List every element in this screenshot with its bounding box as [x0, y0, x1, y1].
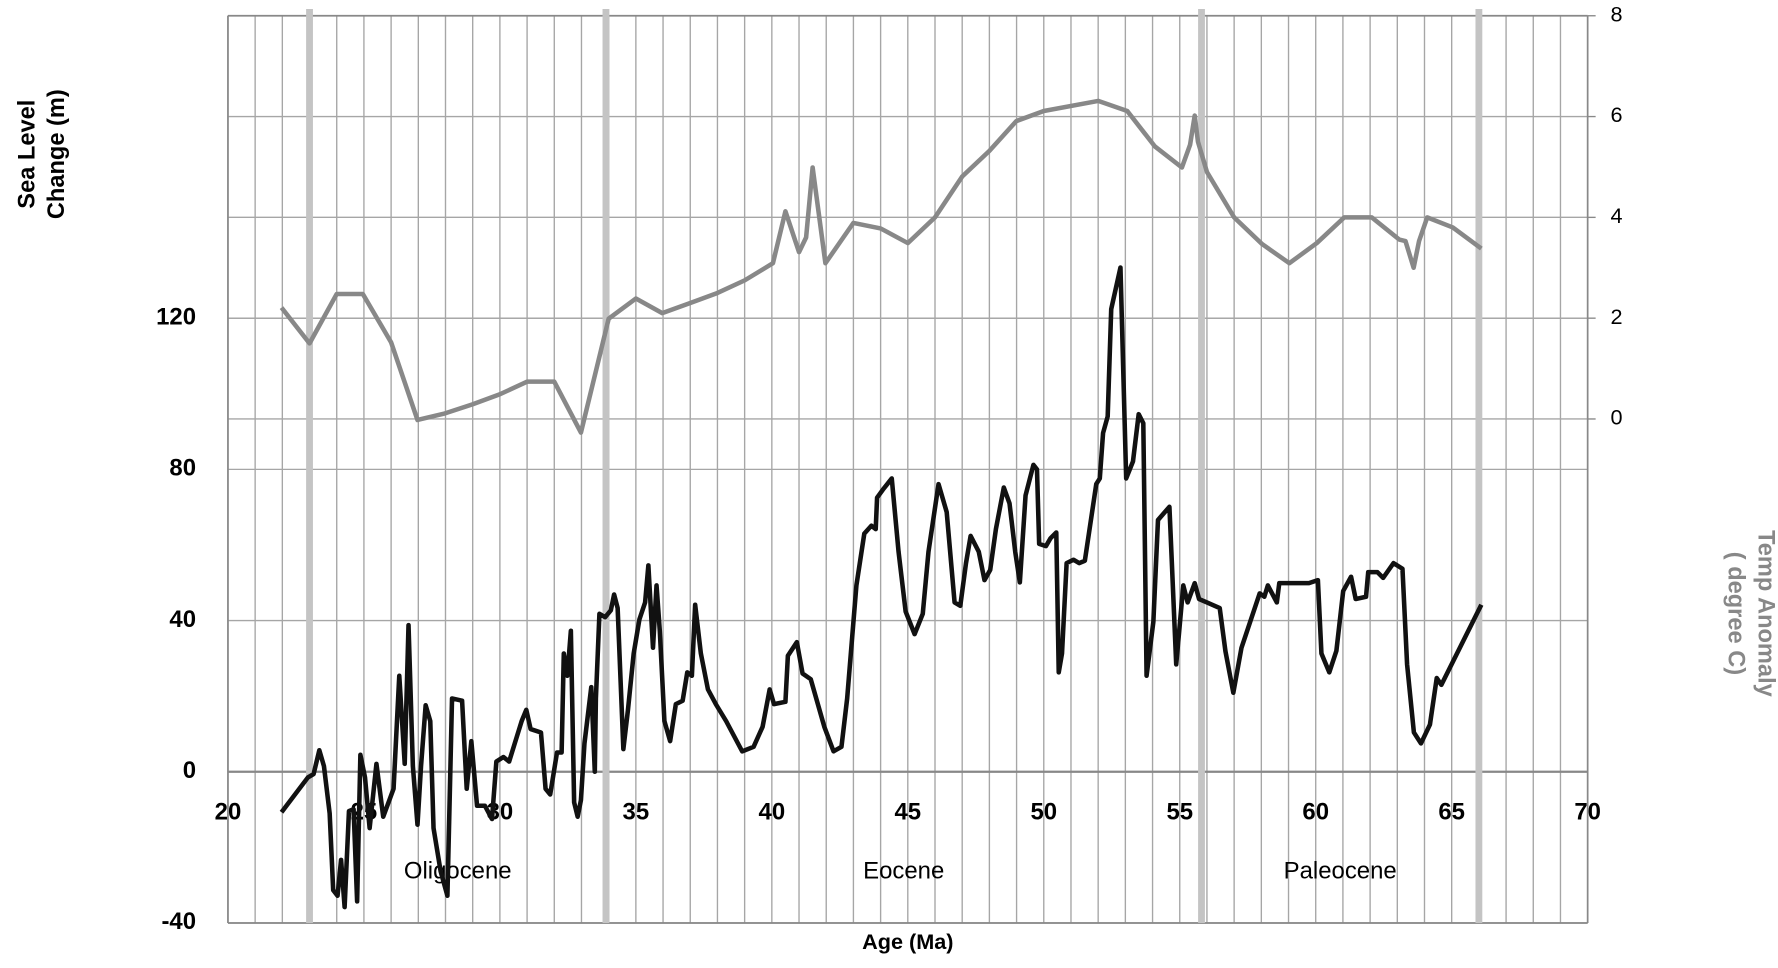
- y2-tick-label: 8: [1610, 3, 1622, 27]
- y-axis-title-line: Sea Level: [14, 100, 41, 209]
- x-tick-label: 35: [623, 799, 650, 826]
- x-tick-label: 65: [1438, 799, 1465, 826]
- y2-tick-label: 0: [1610, 406, 1622, 430]
- y-tick-label: 0: [183, 757, 196, 784]
- epoch-label: Oligocene: [404, 858, 512, 885]
- y-tick-label: 80: [169, 455, 196, 482]
- data-line: [279, 98, 1483, 435]
- y2-axis-title-line: ( degree C): [1722, 552, 1749, 675]
- y2-axis-title: Temp Anomaly( degree C): [1722, 530, 1778, 697]
- y2-tick-label: 4: [1610, 204, 1622, 228]
- y-tick-label: -40: [161, 908, 196, 935]
- x-tick-label: 70: [1574, 799, 1601, 826]
- y-tick-label: 120: [156, 304, 196, 331]
- x-tick-label: 60: [1302, 799, 1329, 826]
- epoch-label: Eocene: [863, 858, 944, 885]
- y-axis-title: Sea Level Change (m): [14, 89, 71, 219]
- y2-axis-title-line: Temp Anomaly: [1752, 530, 1778, 697]
- x-tick-label: 40: [759, 799, 786, 826]
- epoch-label: Paleocene: [1284, 858, 1397, 885]
- data-line: [279, 265, 1484, 910]
- x-tick-label: 20: [215, 799, 242, 826]
- x-tick-label: 55: [1166, 799, 1193, 826]
- y-tick-label: 40: [169, 606, 196, 633]
- y2-tick-label: 6: [1610, 103, 1622, 127]
- x-tick-label: 50: [1030, 799, 1057, 826]
- x-tick-label: 45: [895, 799, 922, 826]
- x-axis-title: Age (Ma): [862, 930, 953, 954]
- y-axis-title-line: Change (m): [43, 89, 70, 219]
- y2-tick-label: 2: [1610, 305, 1622, 329]
